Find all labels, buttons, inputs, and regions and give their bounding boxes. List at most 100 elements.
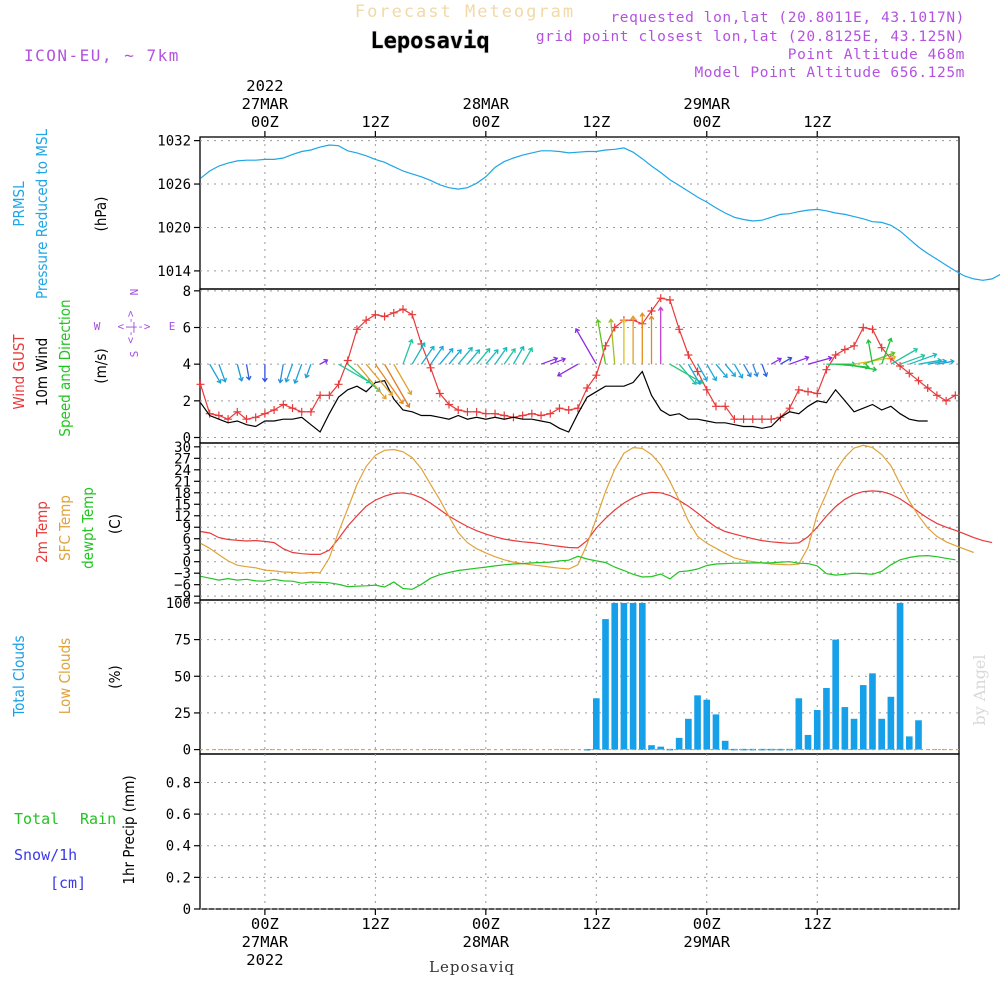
wind-panel: 0 2 4 6 8: [183, 284, 960, 447]
y-tick-label: 1026: [157, 177, 191, 193]
gust-marker: [730, 415, 739, 424]
gust-marker: [859, 323, 868, 332]
gust-marker: [463, 407, 472, 416]
wind-arrow: [780, 356, 793, 365]
bottom-time-label: 2022: [246, 951, 283, 969]
bottom-time-label: 00Z: [693, 915, 721, 933]
y-tick-label: 3: [183, 543, 191, 559]
wind-arrow: [743, 363, 752, 378]
bottom-time-label: 27MAR: [242, 933, 289, 951]
y-tick-label: 18: [174, 486, 191, 502]
wind-arrow: [293, 363, 303, 385]
temp-sfc-label: SFC Temp: [56, 495, 74, 561]
wind-arrow: [621, 318, 627, 365]
y-tick-label: 0: [183, 555, 191, 571]
cloud-bar: [850, 718, 858, 750]
cloud-bar: [823, 688, 830, 750]
compass-south: S: [128, 351, 141, 358]
gust-marker: [334, 380, 343, 389]
gust-marker: [877, 343, 886, 352]
compass-east: E: [169, 320, 176, 333]
gust-marker: [932, 391, 941, 400]
cloud-bar: [758, 748, 766, 751]
clouds-unit-label: (%): [106, 665, 124, 688]
wind-arrow: [697, 363, 708, 382]
dewpt-temp-line: [200, 554, 956, 590]
cloud-bar: [629, 602, 637, 750]
y-tick-label: 2: [183, 394, 191, 410]
wind-arrow: [466, 349, 481, 365]
gust-marker: [840, 345, 849, 354]
y-tick-label: 30: [174, 440, 191, 456]
wind-arrow: [865, 338, 874, 365]
y-tick-label: 6: [183, 532, 191, 548]
gust-marker: [896, 362, 905, 370]
wind-arrow: [522, 347, 534, 365]
wind-arrow: [657, 306, 664, 365]
wind-10m-label: 10m Wind: [33, 338, 51, 407]
gust-marker: [785, 404, 794, 413]
wind-arrow: [574, 327, 597, 365]
wind-arrow: [881, 337, 893, 365]
wind-frame: [199, 288, 960, 444]
gust-marker: [481, 409, 490, 418]
y-tick-label: 75: [174, 633, 191, 649]
gust-marker: [196, 380, 205, 389]
wind-arrow: [678, 363, 697, 385]
cloud-bar: [915, 720, 922, 750]
y-tick-label: 1032: [157, 134, 191, 150]
gust-marker: [693, 367, 702, 376]
top-time-label: 12Z: [582, 113, 610, 131]
pressure-unit-label: (hPa): [92, 197, 110, 232]
grid-point-coords: grid point closest lon,lat (20.8125E, 43…: [536, 29, 965, 45]
gust-marker: [675, 325, 684, 334]
pressure-label-msl: Pressure Reduced to MSL: [33, 128, 51, 299]
wind-arrow: [863, 351, 896, 365]
gust-marker: [758, 415, 767, 424]
wind-arrow: [485, 349, 499, 365]
gust-marker: [555, 404, 564, 413]
gust-marker: [583, 384, 592, 392]
y-tick-label: 0.8: [166, 775, 191, 791]
y-tick-label: 0.2: [166, 870, 191, 886]
gust-marker: [748, 415, 757, 424]
pressure-frame: [199, 136, 960, 290]
panels-layer: 101410201026103202468−9−6−30369121518212…: [157, 134, 1000, 918]
y-tick-label: 4: [183, 357, 191, 373]
cloud-bar: [740, 748, 747, 751]
cloud-bar: [639, 602, 646, 750]
wind-arrow: [261, 364, 268, 383]
prmsl-line: [200, 144, 1000, 281]
wind-speed-dir-label: Speed and Direction: [56, 299, 74, 436]
gust-marker: [942, 396, 951, 405]
gust-marker: [214, 411, 223, 420]
gust-marker: [564, 406, 573, 414]
gust-marker: [537, 411, 546, 420]
pressure-panel: 1014 1020 1026 1032: [157, 134, 1000, 290]
top-time-label: 2022: [246, 77, 283, 95]
footer-station: Leposaviq: [429, 958, 515, 976]
compass-north: N: [128, 289, 141, 296]
clouds-panel: 0 25 50 75 100: [166, 596, 960, 759]
wind-arrow: [393, 363, 413, 396]
wind-arrow: [639, 312, 646, 365]
cloud-bar: [694, 695, 701, 750]
y-tick-label: 0.4: [166, 839, 191, 855]
cloud-bar: [721, 740, 729, 750]
low-clouds-label: Low Clouds: [56, 638, 74, 714]
wind-arrow: [770, 357, 782, 365]
cloud-bar: [592, 698, 600, 750]
wind-arrow: [236, 364, 244, 382]
gust-marker: [721, 402, 730, 411]
credit-watermark: by Angel: [970, 654, 989, 725]
gust-marker: [665, 296, 674, 304]
gust-marker: [684, 351, 693, 359]
gust-marker: [491, 409, 500, 418]
wind-arrow: [733, 363, 744, 379]
gust-marker: [739, 415, 748, 424]
cloud-bar: [795, 698, 803, 750]
cloud-bar: [602, 619, 609, 750]
bottom-time-label: 00Z: [472, 915, 500, 933]
wind-arrow: [899, 353, 926, 365]
